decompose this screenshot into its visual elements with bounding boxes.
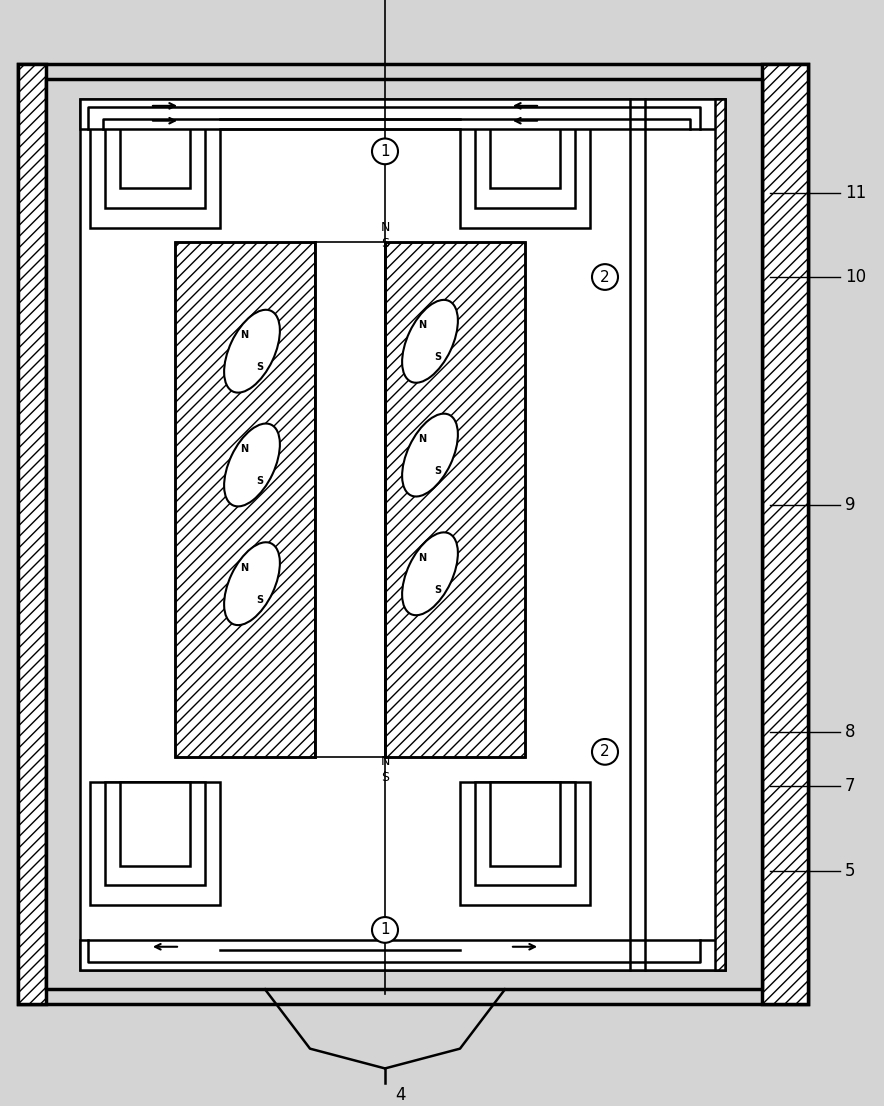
Text: 2: 2 [600,270,610,284]
Bar [460,782,590,905]
Text: 4: 4 [395,1086,405,1104]
Text: 2: 2 [600,744,610,760]
Text: 9: 9 [845,495,856,513]
Bar [762,64,808,1004]
Ellipse shape [225,310,280,393]
Text: S: S [256,595,263,605]
Bar [18,64,808,1004]
Text: S: S [434,467,441,477]
Ellipse shape [402,300,458,383]
Text: N: N [380,755,390,769]
Text: S: S [381,237,389,250]
Circle shape [372,917,398,942]
Text: 8: 8 [845,723,856,741]
Text: 1: 1 [380,144,390,159]
Bar [90,104,220,228]
Bar [18,64,46,1004]
Circle shape [592,264,618,290]
Bar [715,98,725,970]
Bar [80,98,725,128]
Text: S: S [256,363,263,373]
Bar [105,782,205,886]
Circle shape [592,739,618,764]
Bar [385,242,525,757]
Ellipse shape [225,424,280,507]
Bar [90,782,220,905]
Text: 7: 7 [845,778,856,795]
Bar [475,782,575,886]
Bar [175,242,315,757]
Text: 5: 5 [845,862,856,879]
Bar [475,104,575,208]
Circle shape [372,138,398,164]
Text: 11: 11 [845,184,866,202]
Bar [80,940,725,970]
Text: S: S [381,771,389,784]
Text: N: N [240,444,248,453]
Text: S: S [434,585,441,595]
Text: N: N [418,553,426,563]
Bar [80,98,725,970]
Bar [120,782,190,866]
Bar [385,242,525,757]
Text: N: N [240,563,248,573]
Bar [315,242,385,757]
Text: N: N [418,320,426,331]
Text: S: S [434,353,441,363]
Ellipse shape [225,542,280,625]
Text: 10: 10 [845,268,866,286]
Bar [490,104,560,188]
Text: N: N [380,221,390,234]
Bar [460,104,590,228]
Bar [175,242,315,757]
Text: N: N [418,434,426,444]
Bar [105,104,205,208]
Text: S: S [256,476,263,487]
Ellipse shape [402,414,458,497]
Text: 1: 1 [380,922,390,938]
Bar [46,80,762,989]
Bar [490,782,560,866]
Text: N: N [240,330,248,340]
Ellipse shape [402,532,458,615]
Bar [120,104,190,188]
